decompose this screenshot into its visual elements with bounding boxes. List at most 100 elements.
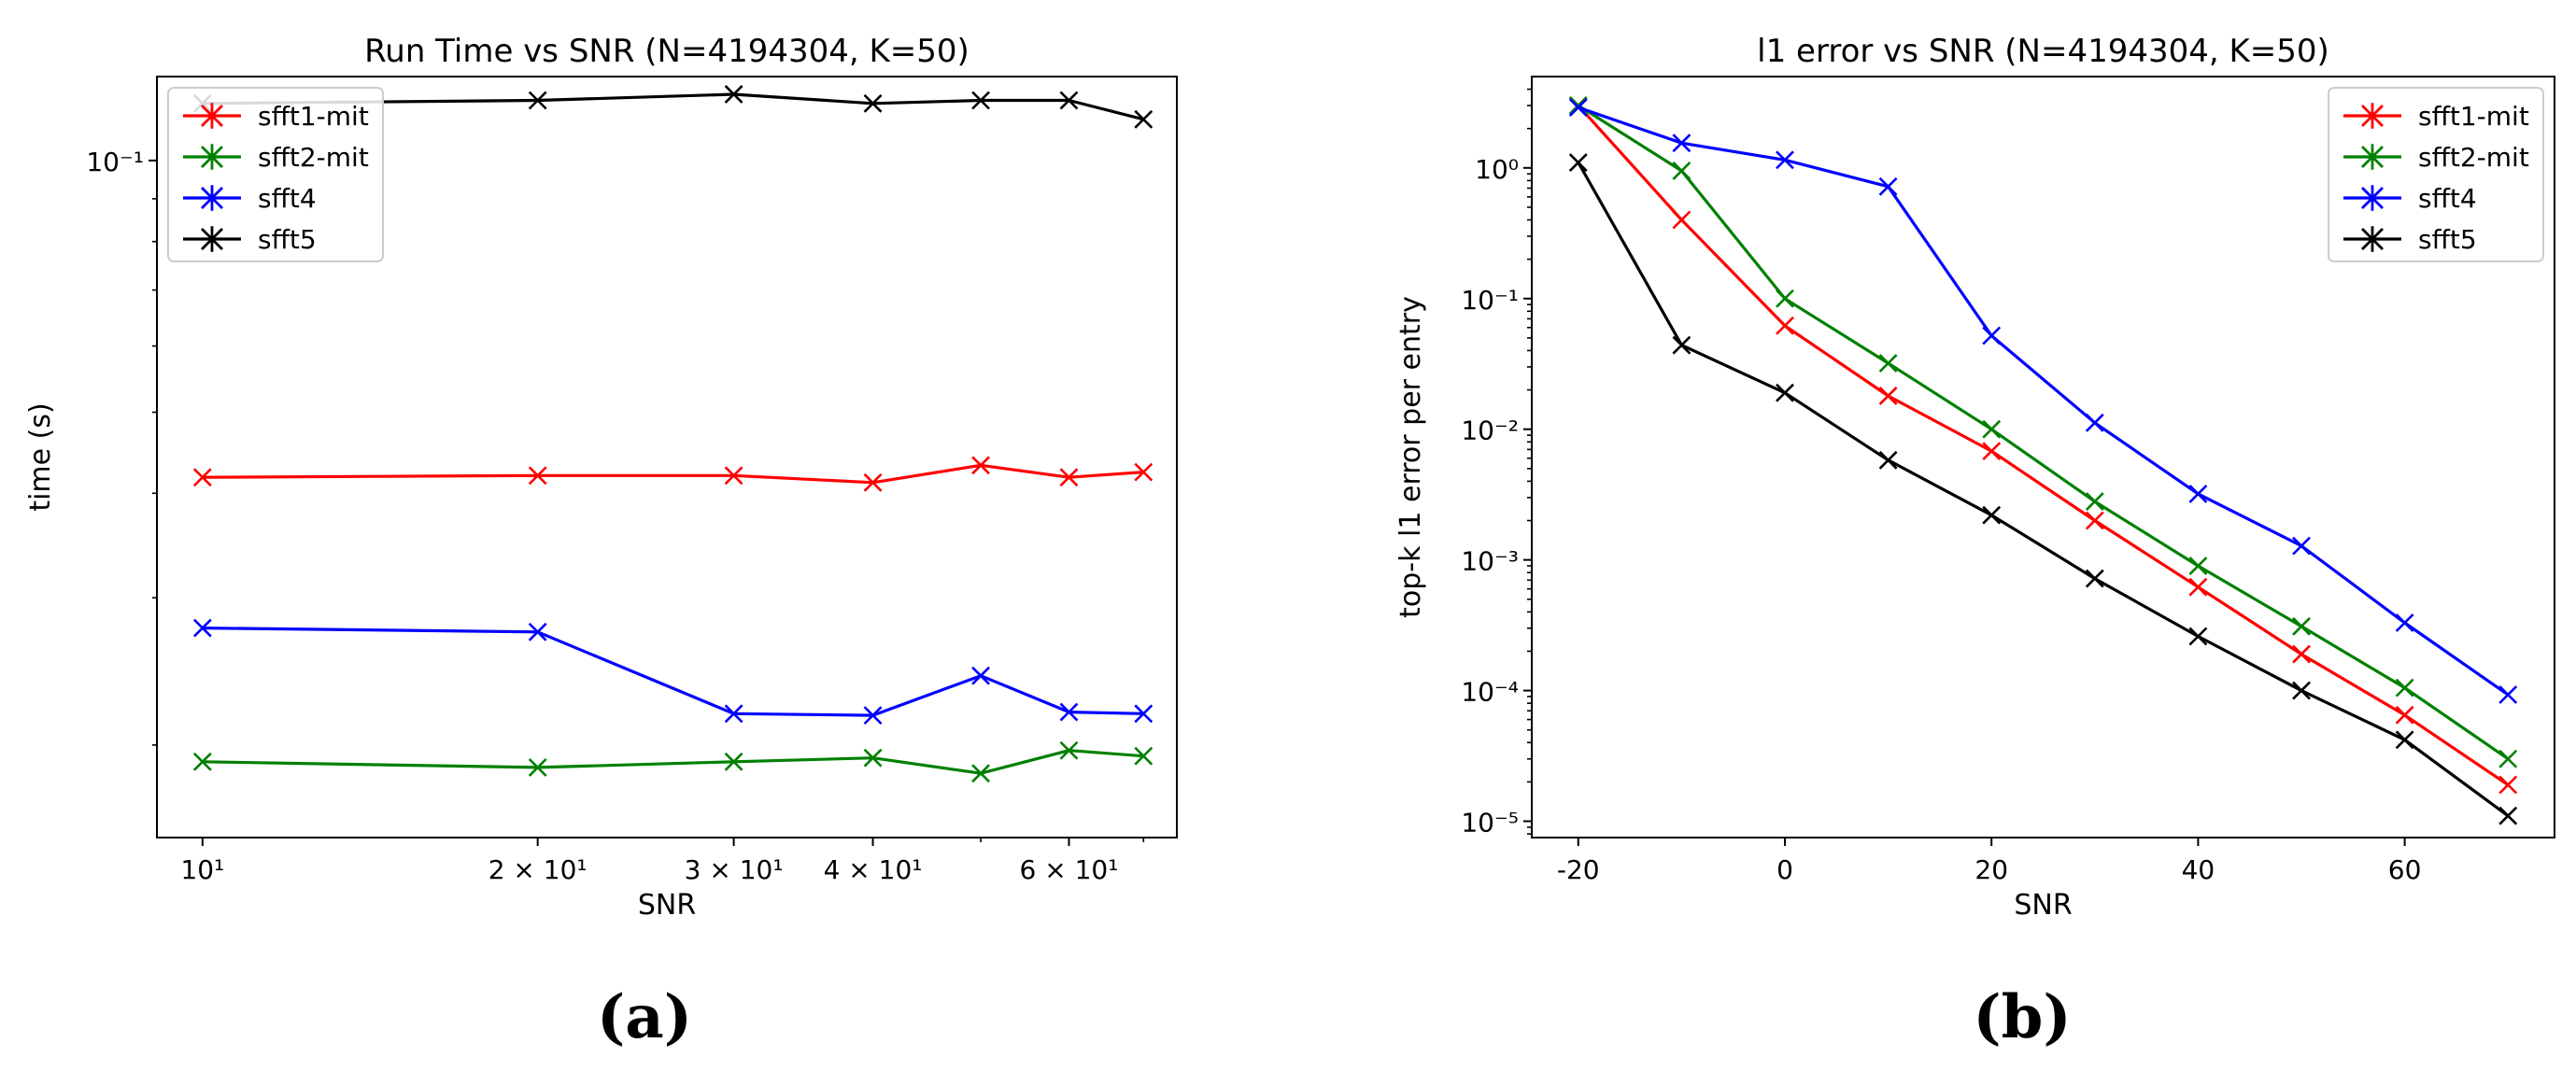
a-point-sfft1-mit-3-stroke-2 — [863, 472, 883, 492]
a-point-sfft5-2-stroke-2 — [724, 85, 743, 104]
b-point-sfft4-0-stroke-2 — [1568, 98, 1588, 118]
b-point-sfft5-6 — [2188, 627, 2208, 646]
b-series-sfft2-mit — [1568, 96, 2518, 768]
b-series-sfft4 — [1568, 98, 2518, 704]
b-point-sfft2-mit-6-stroke-2 — [2188, 557, 2208, 575]
a-point-sfft4-2 — [724, 704, 743, 724]
a-xtick-label-0: 10¹ — [180, 854, 224, 885]
a-point-sfft1-mit-2 — [724, 466, 743, 486]
a-title: Run Time vs SNR (N=4194304, K=50) — [364, 33, 970, 70]
b-series-sfft1-mit — [1568, 96, 2518, 795]
b-point-sfft5-9-stroke-2 — [2498, 806, 2518, 825]
b-point-sfft4-2-stroke-2 — [1776, 150, 1794, 170]
b-point-sfft5-3 — [1878, 450, 1898, 470]
b-point-sfft1-mit-6-stroke-2 — [2188, 577, 2208, 597]
b-point-sfft2-mit-3 — [1878, 354, 1898, 373]
b-line-sfft2-mit — [1577, 104, 2510, 761]
b-point-sfft1-mit-6 — [2188, 577, 2208, 597]
a-point-sfft2-mit-6-stroke-2 — [1134, 746, 1154, 766]
a-point-sfft5-1 — [528, 91, 547, 110]
b-ytick-label-2: 10⁻² — [1461, 416, 1519, 446]
b-point-sfft1-mit-5 — [2085, 511, 2104, 530]
b-point-sfft4-2 — [1776, 150, 1794, 170]
b-point-sfft4-6 — [2188, 485, 2208, 503]
b-point-sfft5-1-stroke-2 — [1672, 335, 1691, 355]
b-point-sfft5-4 — [1982, 505, 2002, 525]
b-point-sfft1-mit-2-stroke-2 — [1776, 316, 1794, 335]
b-point-sfft2-mit-4 — [1982, 419, 2002, 439]
b-xtick-label-1: 0 — [1776, 854, 1793, 885]
a-point-sfft4-5-stroke-2 — [1059, 702, 1079, 722]
b-line-sfft1-mit — [1577, 104, 2510, 786]
b-point-sfft4-1 — [1672, 134, 1691, 153]
b-title: l1 error vs SNR (N=4194304, K=50) — [1757, 33, 2329, 70]
a-point-sfft2-mit-2 — [724, 752, 743, 771]
a-point-sfft5-5-stroke-2 — [1059, 91, 1079, 110]
a-point-sfft5-4 — [971, 91, 990, 110]
b-point-sfft4-9 — [2498, 685, 2518, 704]
a-point-sfft2-mit-1 — [528, 758, 547, 777]
a-point-sfft5-3 — [863, 93, 883, 113]
b-xtick-label-2: 20 — [1974, 854, 2008, 885]
b-point-sfft4-6-stroke-2 — [2188, 485, 2208, 503]
a-point-sfft2-mit-3-stroke-2 — [863, 748, 883, 768]
b-point-sfft2-mit-7 — [2292, 616, 2311, 636]
a-point-sfft1-mit-5 — [1059, 468, 1079, 487]
b-point-sfft1-mit-8-stroke-2 — [2395, 705, 2414, 725]
a-point-sfft1-mit-0-stroke-2 — [192, 468, 212, 487]
b-point-sfft1-mit-8 — [2395, 705, 2414, 725]
b-point-sfft4-5 — [2085, 413, 2104, 432]
a-xtick-label-4: 6 × 10¹ — [1020, 854, 1119, 885]
a-point-sfft5-2 — [724, 85, 743, 104]
a-ytick-label-0: 10⁻¹ — [86, 147, 144, 177]
a-point-sfft2-mit-6 — [1134, 746, 1154, 766]
b-point-sfft1-mit-4 — [1982, 442, 2002, 461]
b-legend-box — [2328, 87, 2544, 262]
b-point-sfft5-6-stroke-2 — [2188, 627, 2208, 646]
b-point-sfft5-5 — [2085, 569, 2104, 588]
b-point-sfft1-mit-1-stroke-2 — [1672, 210, 1691, 230]
b-point-sfft5-3-stroke-2 — [1878, 450, 1898, 470]
a-point-sfft4-3-stroke-2 — [863, 706, 883, 726]
b-ytick-label-5: 10⁻⁵ — [1461, 808, 1519, 838]
a-point-sfft4-4 — [971, 666, 990, 685]
b-point-sfft4-3-stroke-2 — [1878, 176, 1898, 196]
b-ytick-label-3: 10⁻³ — [1461, 546, 1519, 577]
b-xtick-label-3: 40 — [2182, 854, 2215, 885]
b-legend-label-sfft2-mit: sfft2-mit — [2418, 142, 2529, 173]
a-legend-marker-sfft2-mit — [201, 144, 223, 170]
b-point-sfft4-5-stroke-2 — [2085, 413, 2104, 432]
a-xtick-label-3: 4 × 10¹ — [824, 854, 923, 885]
a-point-sfft2-mit-5 — [1059, 740, 1079, 760]
a-point-sfft4-4-stroke-2 — [971, 666, 990, 685]
b-ytick-label-4: 10⁻⁴ — [1461, 677, 1519, 708]
a-legend-label-sfft2-mit: sfft2-mit — [258, 142, 369, 173]
a-legend-label-sfft1-mit: sfft1-mit — [258, 101, 369, 132]
a-point-sfft2-mit-1-stroke-2 — [528, 758, 547, 777]
b-point-sfft4-8-stroke-2 — [2395, 613, 2414, 632]
b-point-sfft2-mit-7-stroke-2 — [2292, 616, 2311, 636]
b-legend: sfft1-mit sfft2-mit sfft4 sfft5 — [2328, 87, 2544, 262]
b-point-sfft2-mit-2-stroke-2 — [1776, 289, 1794, 308]
a-point-sfft4-6 — [1134, 704, 1154, 724]
a-xtick-label-1: 2 × 10¹ — [488, 854, 587, 885]
b-point-sfft2-mit-3-stroke-2 — [1878, 354, 1898, 373]
b-point-sfft2-mit-8-stroke-2 — [2395, 678, 2414, 698]
b-point-sfft5-0-stroke-2 — [1568, 153, 1588, 172]
b-point-sfft2-mit-2 — [1776, 289, 1794, 308]
a-point-sfft4-1 — [528, 622, 547, 641]
a-xlabel: SNR — [638, 889, 696, 922]
b-legend-label-sfft5: sfft5 — [2418, 224, 2477, 255]
b-xtick-label-0: -20 — [1557, 854, 1600, 885]
b-point-sfft2-mit-9 — [2498, 749, 2518, 768]
b-point-sfft4-9-stroke-2 — [2498, 685, 2518, 704]
b-legend-marker-sfft1-mit — [2361, 103, 2384, 129]
b-point-sfft5-7 — [2292, 681, 2311, 700]
b-point-sfft2-mit-5-stroke-2 — [2085, 492, 2104, 511]
panel-label-b: (b) — [1973, 982, 2072, 1052]
a-legend-marker-sfft1-mit — [201, 103, 223, 129]
a-point-sfft1-mit-0 — [192, 468, 212, 487]
b-point-sfft2-mit-9-stroke-2 — [2498, 749, 2518, 768]
